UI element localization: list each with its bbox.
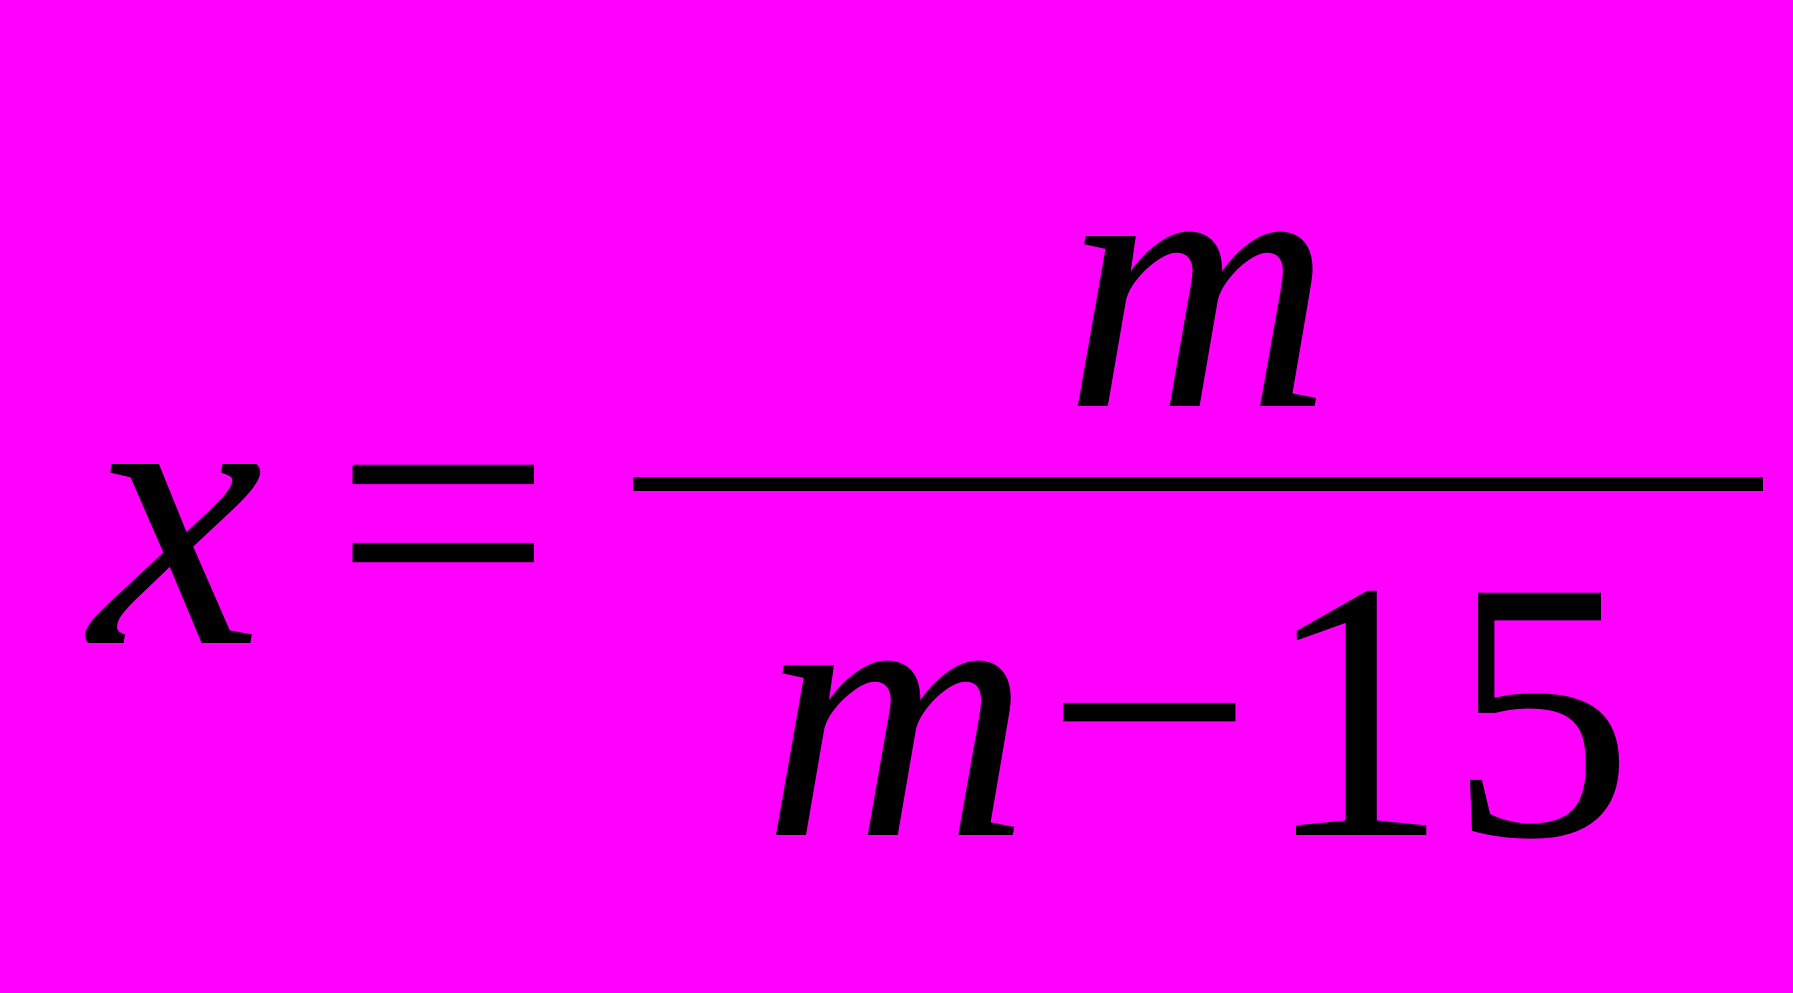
equation-container: x = m m−15 <box>90 97 1763 896</box>
fraction-line <box>633 477 1763 491</box>
fraction: m m−15 <box>633 97 1763 896</box>
denominator: m−15 <box>763 491 1634 896</box>
denominator-constant: 15 <box>1264 506 1634 916</box>
numerator: m <box>1064 97 1331 477</box>
minus-sign: − <box>1045 506 1254 916</box>
denominator-variable: m <box>763 506 1030 916</box>
equals-sign: = <box>333 287 553 707</box>
equation-canvas: x = m m−15 <box>0 0 1793 993</box>
lhs-variable: x <box>90 287 263 707</box>
